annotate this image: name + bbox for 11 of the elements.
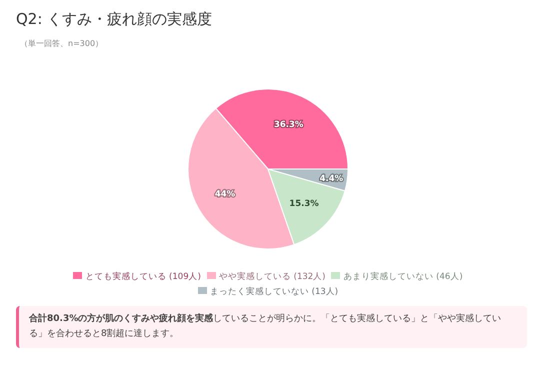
data-label: 36.3% [274,120,304,130]
legend-label: あまり実感していない (46人) [342,270,463,284]
chart-subtitle: （単一回答、n=300） [20,38,104,49]
data-label: 4.4% [320,174,344,184]
legend-label: とても実感している (109人) [84,270,201,284]
chart-title: Q2: くすみ・疲れ顔の実感度 [16,10,212,29]
legend-label: やや実感している (132人) [218,270,326,284]
legend-label: まったく実感していない (13人) [208,286,338,299]
data-label: 44% [214,190,236,200]
data-label: 15.3% [289,199,320,210]
text: 合計80.3%の方が肌のくすみや疲れ顔を実感していることが明らかに。「とても実感している」と「やや実感している」を合わせると8割超に達します。 [29,314,502,339]
